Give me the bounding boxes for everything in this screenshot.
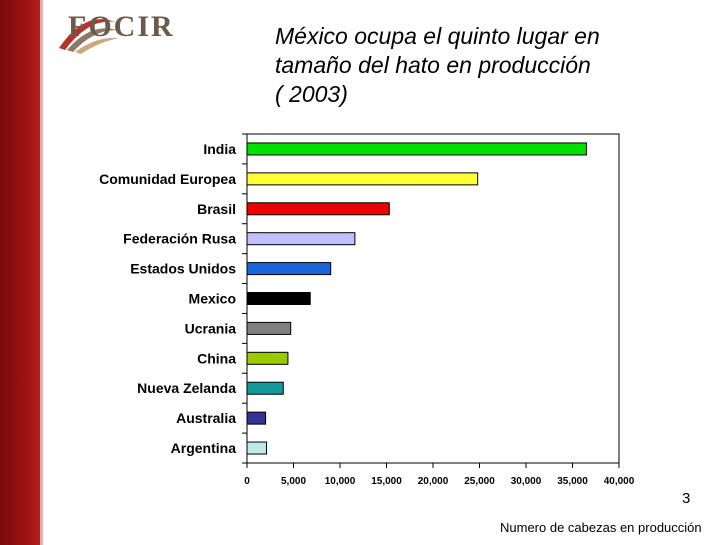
category-label: Brasil (197, 201, 236, 217)
bar-nueva-zelanda (246, 381, 284, 395)
bar-india (246, 142, 587, 156)
bar-comunidad-europea (246, 172, 479, 186)
bar-ucrania (246, 321, 292, 335)
category-label: Federación Rusa (123, 231, 236, 247)
bar-estados-unidos (246, 262, 332, 276)
left-decorative-band (0, 0, 43, 545)
category-label: Comunidad Europea (99, 171, 236, 187)
logo-text: FOCIR (68, 10, 175, 43)
title-line-3: ( 2003) (275, 81, 348, 107)
title-line-2: tamaño del hato en producción (275, 52, 591, 78)
x-tick-label: 20,000 (418, 476, 449, 487)
x-tick-label: 30,000 (511, 476, 542, 487)
category-labels: India Comunidad Europea Brasil Federación R… (99, 141, 236, 456)
x-tick-label: 25,000 (464, 476, 495, 487)
bar-federaci-n-rusa (246, 232, 356, 246)
x-tick-label: 15,000 (371, 476, 402, 487)
x-tick-label: 5,000 (281, 476, 306, 487)
bar-australia (246, 411, 267, 425)
category-label: China (197, 350, 236, 366)
title-line-1: México ocupa el quinto lugar en (275, 23, 600, 49)
bar-mexico (246, 292, 311, 305)
category-label: Estados Unidos (130, 261, 236, 277)
category-label: Australia (176, 410, 236, 426)
bar-argentina (246, 441, 268, 455)
x-tick-label: 35,000 (557, 476, 588, 487)
category-label: India (203, 141, 236, 157)
x-tick-label: 0 (244, 476, 250, 487)
chart-bars (246, 142, 587, 455)
footnote: Numero de cabezas en producción (500, 520, 702, 535)
bar-china (246, 351, 289, 365)
focir-logo (59, 19, 119, 54)
x-tick-label: 10,000 (325, 476, 356, 487)
bar-brasil (246, 202, 390, 216)
category-label: Mexico (189, 291, 236, 307)
tick-labels: 0 5,000 10,000 15,000 20,000 25,000 30,000 35,0… (244, 476, 635, 487)
category-label: Nueva Zelanda (137, 380, 236, 396)
slide-title: México ocupa el quinto lugar en tamaño d… (275, 22, 675, 109)
category-label: Ucrania (185, 320, 237, 336)
slide-number: 3 (682, 490, 691, 507)
category-label: Argentina (171, 440, 237, 456)
x-tick-label: 40,000 (604, 476, 635, 487)
